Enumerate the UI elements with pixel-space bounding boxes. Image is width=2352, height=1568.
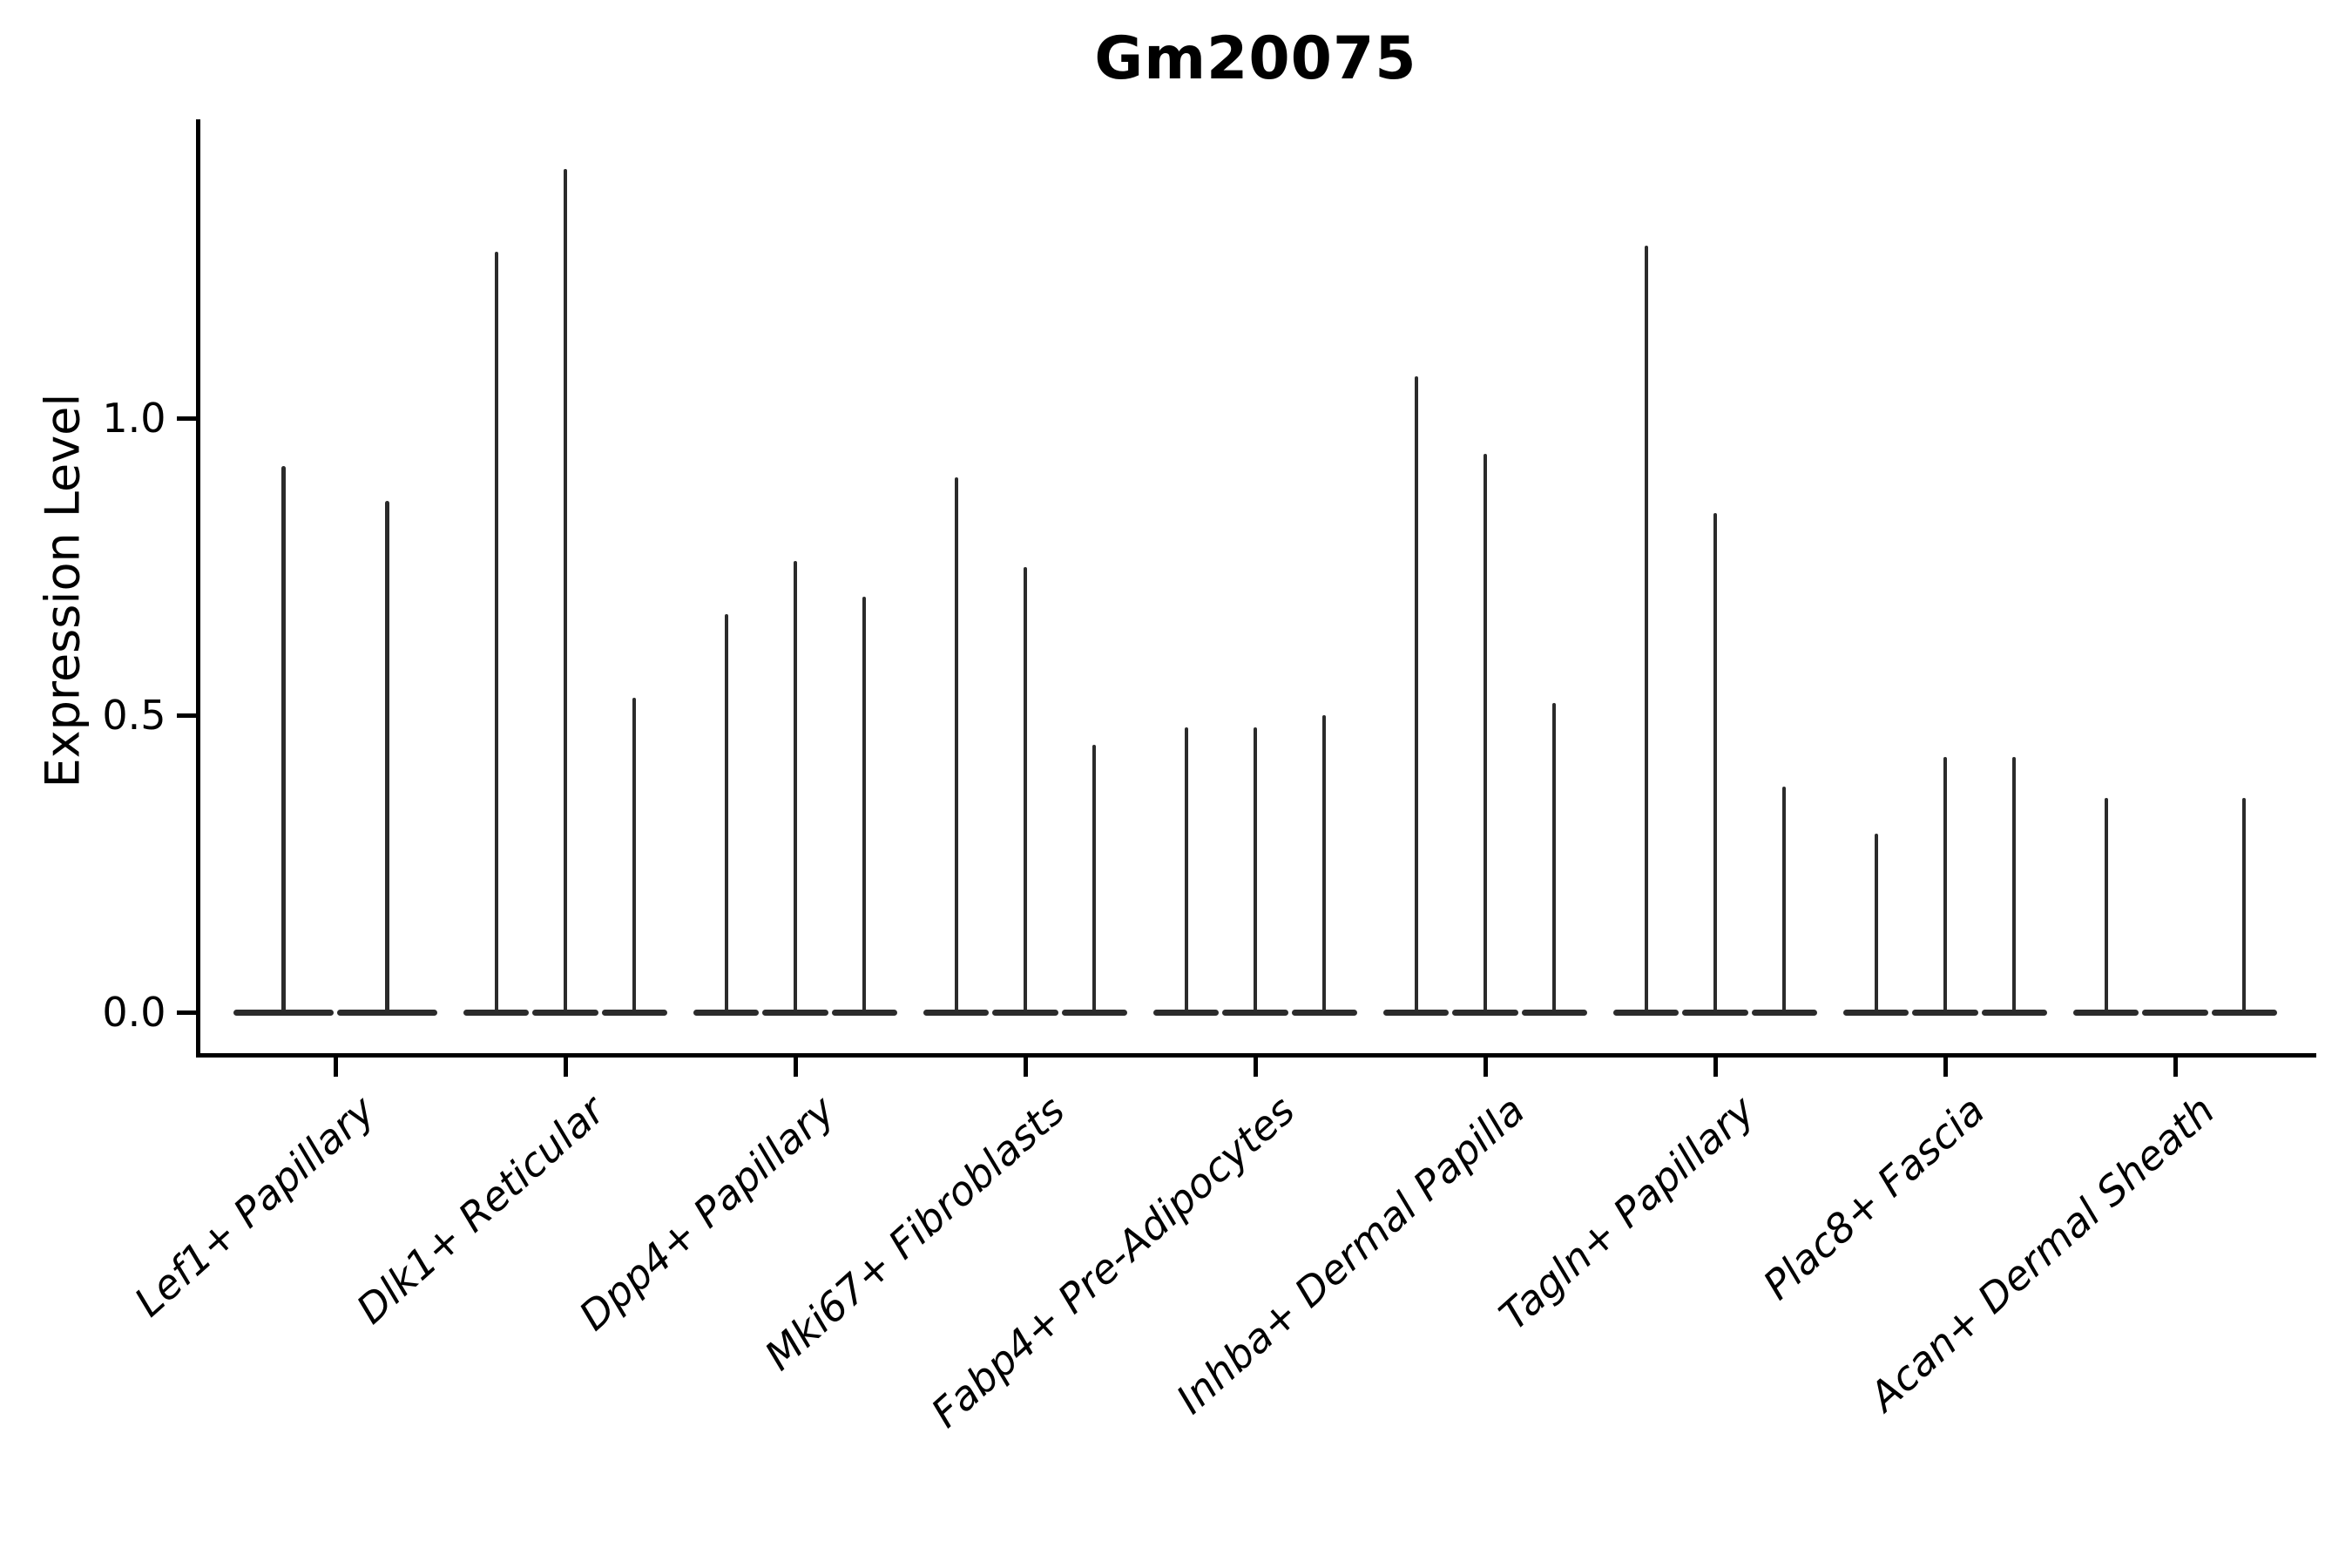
x-tick-label: Acan+ Dermal Sheath xyxy=(1860,1086,2224,1421)
violin-spike xyxy=(1713,513,1718,1012)
violin-spike xyxy=(862,596,867,1012)
violin-body xyxy=(337,1009,437,1016)
x-tick-label: Dpp4+ Papillary xyxy=(570,1086,844,1340)
violin-spike xyxy=(1483,453,1488,1012)
x-tick-label: Inhba+ Dermal Papilla xyxy=(1167,1086,1534,1423)
violin-spike xyxy=(281,465,286,1012)
x-tick xyxy=(1023,1057,1028,1077)
violin-body xyxy=(233,1009,334,1016)
x-tick xyxy=(793,1057,798,1077)
x-tick xyxy=(1483,1057,1488,1077)
y-tick xyxy=(176,713,196,718)
violin-body xyxy=(1222,1009,1288,1016)
violin-spike xyxy=(1551,703,1557,1012)
violin-body xyxy=(1291,1009,1357,1016)
violin-body xyxy=(1613,1009,1680,1016)
violin-spike xyxy=(1253,727,1258,1012)
violin-spike xyxy=(1184,727,1189,1012)
x-tick-label: Dlk1+ Reticular xyxy=(347,1086,614,1334)
y-axis-spine xyxy=(195,119,200,1058)
violin-body xyxy=(1843,1009,1909,1016)
violin-body xyxy=(1912,1009,1978,1016)
violin-spike xyxy=(954,477,959,1012)
violin-body xyxy=(463,1009,530,1016)
x-tick xyxy=(2173,1057,2178,1077)
x-tick xyxy=(1943,1057,1948,1077)
chart-title: Gm20075 xyxy=(1094,24,1417,93)
x-tick xyxy=(333,1057,338,1077)
violin-body xyxy=(762,1009,828,1016)
violin-spike xyxy=(1023,566,1028,1012)
violin-spike xyxy=(385,501,389,1012)
violin-spike xyxy=(2104,798,2109,1012)
violin-body xyxy=(532,1009,598,1016)
y-tick-label: 0.5 xyxy=(102,692,166,739)
violin-spike xyxy=(632,697,637,1012)
x-tick-label: Mki67+ Fibroblasts xyxy=(755,1086,1074,1380)
violin-body xyxy=(601,1009,667,1016)
violin-body xyxy=(1751,1009,1817,1016)
violin-body xyxy=(1153,1009,1220,1016)
x-tick xyxy=(1713,1057,1718,1077)
y-tick xyxy=(176,1010,196,1015)
violin-body xyxy=(693,1009,760,1016)
violin-spike xyxy=(1092,745,1097,1012)
x-tick xyxy=(563,1057,568,1077)
violin-spike xyxy=(2241,798,2247,1012)
x-axis-spine xyxy=(195,1052,2316,1058)
violin-body xyxy=(1682,1009,1748,1016)
violin-body xyxy=(1383,1009,1450,1016)
violin-spike xyxy=(1644,246,1649,1012)
violin-body xyxy=(1981,1009,2047,1016)
violin-spike xyxy=(1943,756,1948,1012)
violin-spike xyxy=(563,168,568,1012)
violin-body xyxy=(2211,1009,2277,1016)
y-tick-label: 0.0 xyxy=(102,989,166,1036)
violin-spike xyxy=(2011,756,2017,1012)
violin-spike xyxy=(793,560,798,1012)
x-tick-label: Plac8+ Fascia xyxy=(1754,1086,1994,1309)
y-tick-label: 1.0 xyxy=(102,395,166,442)
violin-body xyxy=(923,1009,990,1016)
violin-spike xyxy=(1781,786,1787,1012)
x-tick-label: Fabp4+ Pre-Adipocytes xyxy=(922,1086,1304,1437)
violin-spike xyxy=(1414,376,1419,1012)
violin-body xyxy=(992,1009,1058,1016)
x-tick-label: Tagln+ Papillary xyxy=(1490,1086,1764,1340)
violin-body xyxy=(2073,1009,2139,1016)
violin-body xyxy=(1521,1009,1587,1016)
violin-body xyxy=(1452,1009,1518,1016)
violin-body xyxy=(1061,1009,1127,1016)
violin-body xyxy=(2142,1009,2208,1016)
violin-spike xyxy=(1874,834,1879,1012)
y-tick xyxy=(176,416,196,421)
violin-body xyxy=(831,1009,897,1016)
violin-spike xyxy=(724,614,729,1012)
violin-spike xyxy=(1321,715,1327,1012)
x-tick xyxy=(1253,1057,1258,1077)
violin-spike xyxy=(494,252,499,1012)
